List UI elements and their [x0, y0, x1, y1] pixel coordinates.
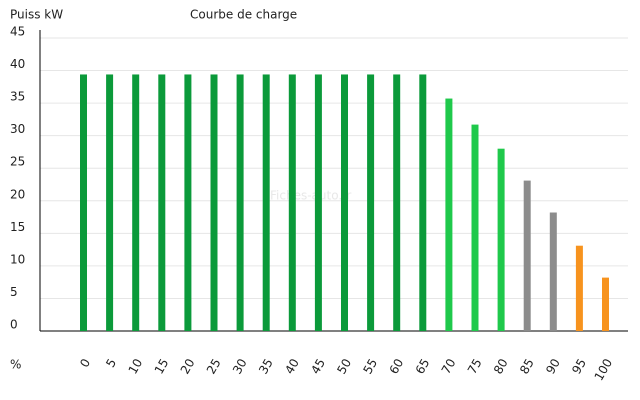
bar [471, 124, 479, 331]
x-tick-label: 95 [569, 356, 589, 376]
y-axis-label: Puiss kW [10, 8, 63, 22]
bar [367, 74, 375, 331]
bar [575, 245, 583, 331]
bar [445, 98, 453, 331]
bar [106, 74, 114, 331]
bar [80, 74, 87, 331]
x-tick-label: 60 [387, 356, 407, 376]
y-tick-label: 10 [10, 252, 25, 266]
bar [602, 277, 609, 331]
y-tick-label: 5 [10, 285, 18, 299]
x-tick-label: 55 [360, 356, 380, 376]
x-tick-label: 45 [308, 356, 328, 376]
bar [419, 74, 427, 331]
x-tick-label: 30 [230, 356, 250, 376]
y-tick-label: 0 [10, 318, 18, 332]
x-tick-label: 5 [103, 356, 119, 370]
bar [288, 74, 296, 331]
x-tick-label: 40 [282, 356, 302, 376]
y-tick-label: 30 [10, 122, 25, 136]
bar [523, 180, 531, 331]
y-tick-label: 20 [10, 187, 25, 201]
x-tick-label: 70 [439, 356, 459, 376]
x-tick-label: 65 [413, 356, 433, 376]
bar [184, 74, 192, 331]
bar [314, 74, 322, 331]
bar [132, 74, 140, 331]
bar [549, 212, 557, 331]
x-tick-label: 80 [491, 356, 511, 376]
bar [393, 74, 401, 331]
x-tick-label: 50 [334, 356, 354, 376]
y-tick-label: 25 [10, 155, 25, 169]
x-tick-label: 35 [256, 356, 276, 376]
y-tick-label: 15 [10, 220, 25, 234]
x-tick-label: 100 [592, 356, 616, 383]
bar [341, 74, 348, 331]
y-tick-label: 40 [10, 57, 25, 71]
chart-title: Courbe de charge [190, 8, 297, 22]
bar [497, 148, 505, 331]
x-tick-label: 0 [77, 356, 93, 370]
bar [210, 74, 218, 331]
x-tick-label: 20 [178, 356, 198, 376]
x-tick-label: 85 [517, 356, 537, 376]
bar [236, 74, 244, 331]
bar [158, 74, 166, 331]
y-tick-label: 45 [10, 25, 25, 39]
y-tick-label: 35 [10, 90, 25, 104]
x-tick-label: 75 [465, 356, 485, 376]
x-axis-label: % [10, 358, 21, 372]
bar [262, 74, 270, 331]
x-tick-label: 15 [152, 356, 172, 376]
x-tick-label: 25 [204, 356, 224, 376]
x-tick-label: 10 [126, 356, 146, 376]
x-tick-label: 90 [543, 356, 563, 376]
